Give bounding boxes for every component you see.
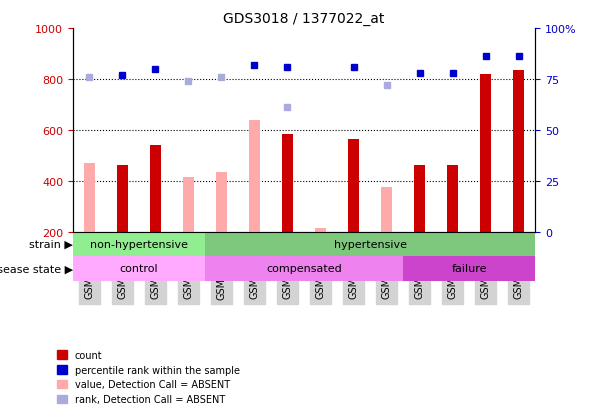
- Bar: [413, 166, 425, 232]
- Bar: [282, 134, 293, 232]
- Bar: [381, 188, 392, 232]
- Bar: [84, 164, 95, 232]
- Text: non-hypertensive: non-hypertensive: [90, 239, 188, 249]
- Text: failure: failure: [451, 263, 487, 274]
- Bar: [513, 71, 524, 232]
- Bar: [216, 172, 227, 232]
- Bar: [348, 139, 359, 232]
- Text: control: control: [120, 263, 158, 274]
- FancyBboxPatch shape: [205, 232, 535, 256]
- FancyBboxPatch shape: [403, 256, 535, 281]
- Bar: [249, 120, 260, 232]
- Text: disease state ▶: disease state ▶: [0, 263, 73, 274]
- FancyBboxPatch shape: [205, 256, 403, 281]
- Bar: [480, 75, 491, 232]
- Text: strain ▶: strain ▶: [29, 239, 73, 249]
- Text: GDS3018 / 1377022_at: GDS3018 / 1377022_at: [223, 12, 385, 26]
- Bar: [315, 228, 326, 232]
- Bar: [447, 166, 458, 232]
- Bar: [117, 166, 128, 232]
- Text: hypertensive: hypertensive: [334, 239, 407, 249]
- FancyBboxPatch shape: [73, 256, 205, 281]
- Bar: [150, 146, 161, 232]
- FancyBboxPatch shape: [73, 232, 205, 256]
- Text: compensated: compensated: [266, 263, 342, 274]
- Legend: count, percentile rank within the sample, value, Detection Call = ABSENT, rank, : count, percentile rank within the sample…: [54, 346, 244, 408]
- Bar: [182, 178, 195, 232]
